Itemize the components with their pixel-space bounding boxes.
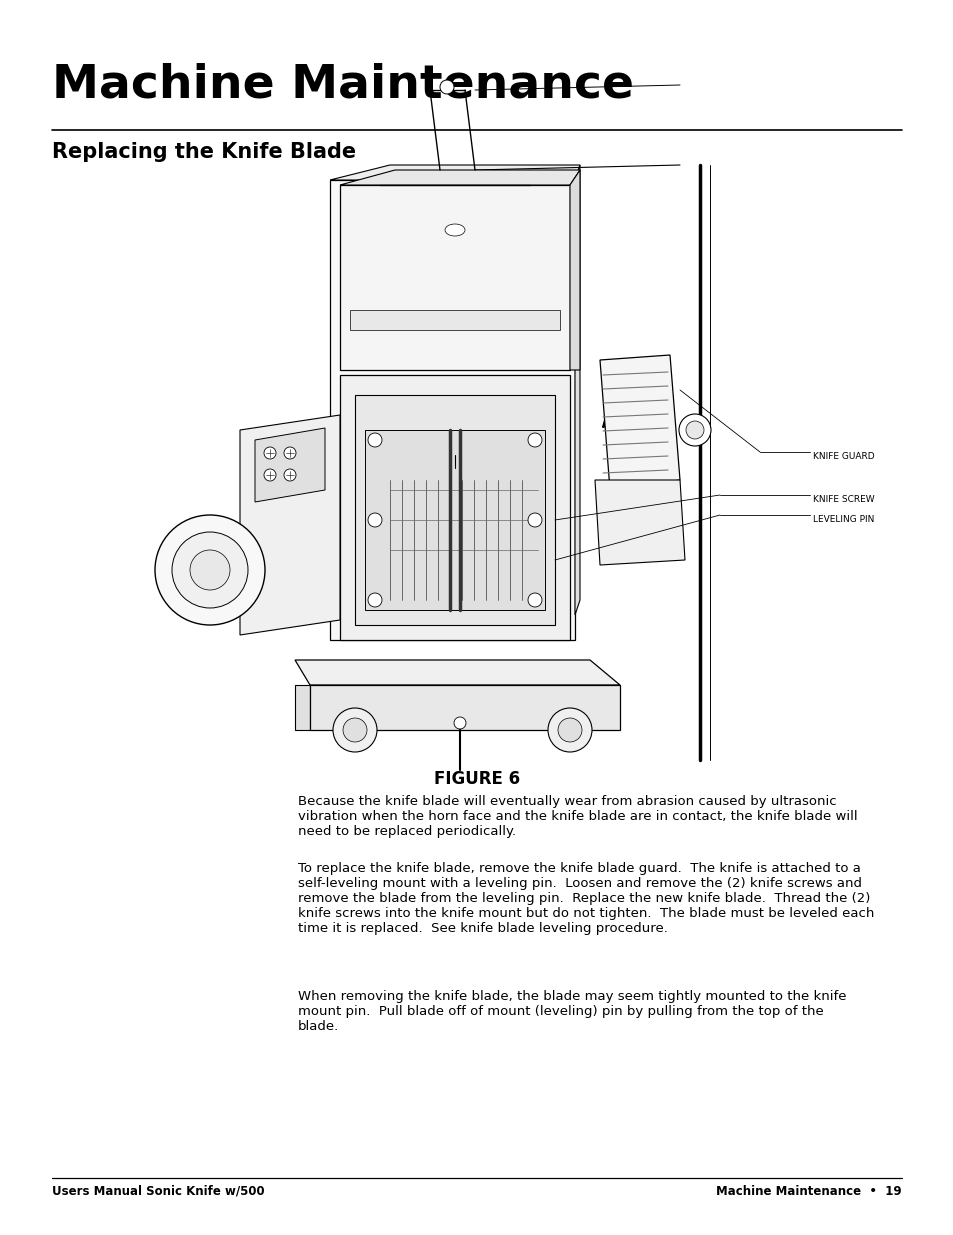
Circle shape <box>454 718 465 729</box>
Circle shape <box>368 513 381 527</box>
Polygon shape <box>339 185 569 370</box>
Circle shape <box>527 433 541 447</box>
Polygon shape <box>254 429 325 501</box>
Text: LEVELING PIN: LEVELING PIN <box>812 515 874 524</box>
Circle shape <box>284 469 295 480</box>
Polygon shape <box>339 375 569 640</box>
Circle shape <box>439 80 454 94</box>
Polygon shape <box>310 685 619 730</box>
Polygon shape <box>575 165 579 615</box>
Ellipse shape <box>444 224 464 236</box>
Text: FIGURE 6: FIGURE 6 <box>434 769 519 788</box>
Circle shape <box>527 593 541 606</box>
Polygon shape <box>355 395 555 625</box>
Circle shape <box>172 532 248 608</box>
Circle shape <box>264 447 275 459</box>
Polygon shape <box>569 170 579 370</box>
Polygon shape <box>599 354 679 490</box>
Circle shape <box>685 421 703 438</box>
Polygon shape <box>330 180 575 640</box>
Circle shape <box>368 593 381 606</box>
Polygon shape <box>595 480 684 564</box>
Circle shape <box>527 513 541 527</box>
Polygon shape <box>350 310 559 330</box>
Text: Users Manual Sonic Knife w/500: Users Manual Sonic Knife w/500 <box>52 1186 264 1198</box>
Circle shape <box>547 708 592 752</box>
Polygon shape <box>365 430 544 610</box>
Polygon shape <box>330 165 579 180</box>
Text: Because the knife blade will eventually wear from abrasion caused by ultrasonic
: Because the knife blade will eventually … <box>297 795 857 839</box>
Polygon shape <box>339 170 579 185</box>
Polygon shape <box>240 415 339 635</box>
Text: Machine Maintenance: Machine Maintenance <box>52 62 634 107</box>
Text: KNIFE GUARD: KNIFE GUARD <box>812 452 874 461</box>
Polygon shape <box>294 659 619 685</box>
Circle shape <box>343 718 367 742</box>
Text: Machine Maintenance  •  19: Machine Maintenance • 19 <box>716 1186 901 1198</box>
Polygon shape <box>294 685 310 730</box>
Text: Replacing the Knife Blade: Replacing the Knife Blade <box>52 142 355 162</box>
Circle shape <box>679 414 710 446</box>
Circle shape <box>190 550 230 590</box>
Text: To replace the knife blade, remove the knife blade guard.  The knife is attached: To replace the knife blade, remove the k… <box>297 862 874 935</box>
Circle shape <box>154 515 265 625</box>
Circle shape <box>284 447 295 459</box>
Circle shape <box>264 469 275 480</box>
Text: KNIFE SCREW: KNIFE SCREW <box>812 495 874 504</box>
Circle shape <box>333 708 376 752</box>
Circle shape <box>368 433 381 447</box>
Text: When removing the knife blade, the blade may seem tightly mounted to the knife
m: When removing the knife blade, the blade… <box>297 990 845 1032</box>
Circle shape <box>558 718 581 742</box>
